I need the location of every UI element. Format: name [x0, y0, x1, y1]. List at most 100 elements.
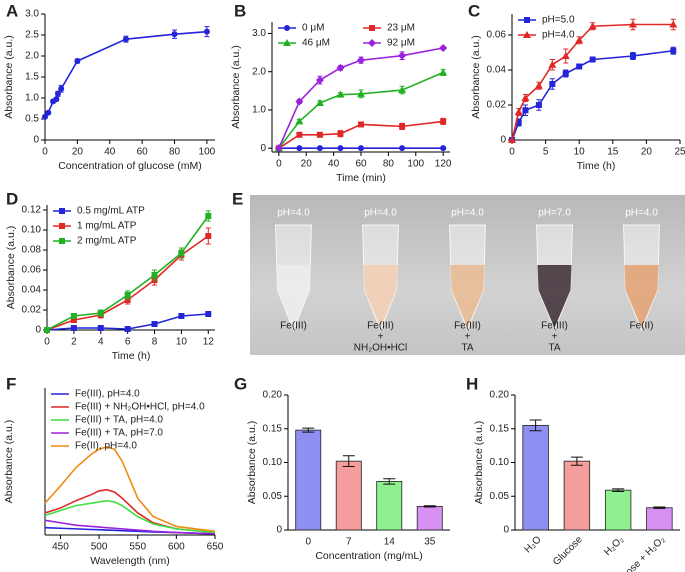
tube-label: Fe(III) — [454, 321, 481, 332]
y-axis-label: Absorbance (a.u.) — [3, 35, 15, 118]
marker — [440, 145, 447, 152]
x-tick-label: 5 — [543, 147, 549, 158]
x-tick-label: 20 — [301, 159, 313, 170]
marker — [575, 36, 584, 44]
marker — [45, 109, 52, 116]
marker — [548, 60, 557, 68]
bar — [646, 507, 673, 531]
x-tick-label: 8 — [152, 337, 158, 348]
tube-ph: pH=4.0 — [625, 208, 658, 219]
marker — [295, 97, 304, 106]
marker — [205, 233, 212, 239]
y-tick-label: 0.06 — [22, 265, 42, 276]
tube-ph: pH=7.0 — [538, 208, 571, 219]
error-bar — [529, 419, 542, 432]
legend-label: Fe(III), pH=4.0 — [75, 389, 140, 400]
x-tick-label: 6 — [125, 337, 131, 348]
tube-label: + — [378, 332, 384, 343]
marker — [524, 17, 530, 23]
x-tick-label: 40 — [328, 159, 340, 170]
marker — [70, 325, 77, 331]
series-line — [44, 30, 207, 118]
x-tick-label: 15 — [607, 147, 619, 158]
x-tick-label: 10 — [176, 337, 188, 348]
x-tick-label: 60 — [355, 159, 367, 170]
tube-label: Fe(III) — [367, 321, 394, 332]
y-tick-label: 0.10 — [263, 457, 283, 468]
marker — [358, 121, 364, 128]
legend-label: 1 mg/mL ATP — [77, 221, 137, 232]
tube-label: Fe(III) — [280, 321, 307, 332]
marker — [669, 20, 678, 28]
marker — [588, 22, 597, 30]
marker — [178, 250, 185, 256]
tube-liquid — [450, 265, 485, 328]
marker — [368, 39, 376, 47]
marker — [629, 53, 636, 59]
y-tick-label: 0 — [260, 143, 266, 154]
y-axis-label: Absorbance (a.u.) — [470, 35, 482, 118]
marker — [203, 28, 210, 35]
x-tick-label: 450 — [52, 542, 69, 553]
tube-liquid — [363, 265, 398, 328]
y-axis-label: Absorbance (a.u.) — [3, 420, 15, 503]
series-line — [278, 71, 444, 149]
bar — [376, 480, 403, 531]
marker — [274, 144, 283, 153]
error-bar — [423, 505, 436, 508]
marker — [521, 94, 530, 101]
legend-label: 92 μM — [387, 38, 415, 49]
tube-label: Fe(II) — [630, 321, 654, 332]
marker — [357, 89, 365, 97]
y-tick-label: 3.0 — [252, 28, 266, 39]
x-tick-label: 10 — [574, 147, 586, 158]
y-tick-label: 3.0 — [25, 9, 39, 20]
x-tick-label: 80 — [383, 159, 395, 170]
legend-label: Fe(III) + TA, pH=4.0 — [75, 415, 163, 426]
x-tick-label: 40 — [104, 147, 116, 158]
y-tick-label: 0 — [35, 325, 41, 336]
marker — [398, 51, 407, 60]
marker — [284, 25, 290, 31]
tube-label: Fe(III) — [541, 321, 568, 332]
marker — [122, 36, 129, 43]
x-tick-label: 100 — [407, 159, 424, 170]
y-tick-label: 0 — [500, 135, 506, 146]
marker — [670, 47, 677, 54]
marker — [42, 113, 48, 120]
tube-label: + — [552, 332, 558, 343]
y-tick-label: 0.20 — [263, 390, 283, 401]
marker — [205, 213, 212, 219]
marker — [151, 321, 158, 327]
x-axis-label: Time (h) — [577, 160, 616, 172]
y-tick-label: 0.04 — [487, 65, 507, 76]
x-axis-label: Time (min) — [336, 172, 386, 184]
y-tick-label: 0.10 — [22, 225, 42, 236]
x-tick-label: 0 — [509, 147, 515, 158]
marker — [58, 85, 65, 92]
legend-label: Fe(III) + TA, pH=7.0 — [75, 428, 163, 439]
y-tick-label: 1.0 — [25, 93, 39, 104]
y-tick-label: 1.5 — [25, 72, 39, 83]
bar — [295, 429, 322, 531]
tube-label: TA — [548, 343, 560, 354]
marker — [151, 272, 158, 278]
marker — [315, 99, 324, 107]
marker — [515, 119, 522, 126]
marker — [296, 131, 303, 138]
marker — [44, 327, 50, 333]
tube-label: TA — [461, 343, 473, 354]
bar — [604, 489, 632, 531]
marker — [534, 81, 543, 89]
panel-letter: G — [234, 374, 247, 393]
marker — [439, 68, 448, 76]
y-tick-label: 2.0 — [252, 66, 266, 77]
y-tick-label: 0.04 — [22, 285, 42, 296]
series-line — [511, 23, 674, 141]
y-tick-label: 0.20 — [490, 390, 510, 401]
bar — [563, 460, 591, 531]
marker — [296, 145, 303, 152]
y-tick-label: 0 — [276, 525, 282, 536]
y-tick-label: 0.05 — [263, 491, 283, 502]
y-tick-label: 0.15 — [263, 423, 283, 434]
